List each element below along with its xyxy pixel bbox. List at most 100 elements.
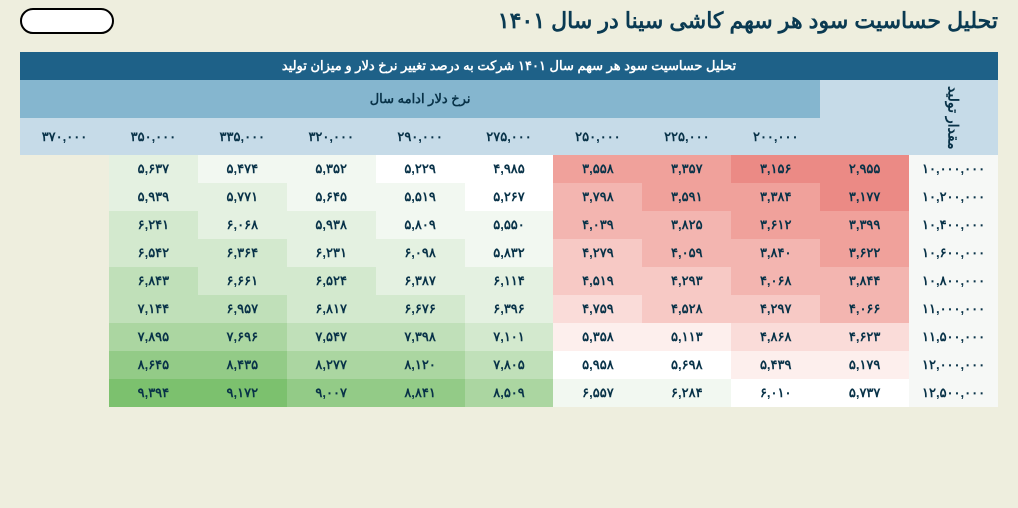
col-header: ۲۷۵,۰۰۰ — [465, 118, 554, 156]
data-cell: ۷,۵۴۷ — [287, 323, 376, 351]
table-header-main: تحلیل حساسیت سود هر سهم سال ۱۴۰۱ شرکت به… — [20, 52, 998, 80]
data-cell: ۵,۷۷۱ — [198, 183, 287, 211]
data-cell: ۳,۳۹۹ — [820, 211, 909, 239]
data-cell: ۵,۳۵۸ — [553, 323, 642, 351]
data-cell: ۵,۲۶۷ — [465, 183, 554, 211]
data-cell: ۵,۶۳۷ — [109, 155, 198, 183]
row-label: ۱۱,۵۰۰,۰۰۰ — [909, 323, 998, 351]
data-cell: ۴,۶۲۳ — [820, 323, 909, 351]
data-cell: ۶,۱۱۴ — [465, 267, 554, 295]
cols-title: نرخ دلار ادامه سال — [20, 80, 820, 118]
row-label: ۱۰,۸۰۰,۰۰۰ — [909, 267, 998, 295]
data-cell: ۶,۲۴۱ — [109, 211, 198, 239]
col-header: ۳۳۵,۰۰۰ — [198, 118, 287, 156]
data-cell: ۲,۹۵۵ — [820, 155, 909, 183]
data-cell: ۷,۳۹۸ — [376, 323, 465, 351]
data-cell: ۷,۶۹۶ — [198, 323, 287, 351]
data-cell: ۵,۸۳۲ — [465, 239, 554, 267]
pill-button[interactable] — [20, 8, 114, 34]
data-cell: ۳,۵۹۱ — [642, 183, 731, 211]
row-label: ۱۱,۰۰۰,۰۰۰ — [909, 295, 998, 323]
data-cell: ۹,۱۷۲ — [198, 379, 287, 407]
data-cell: ۴,۲۹۷ — [731, 295, 820, 323]
data-cell: ۵,۴۷۴ — [198, 155, 287, 183]
data-cell: ۴,۰۶۶ — [820, 295, 909, 323]
data-cell: ۶,۰۱۰ — [731, 379, 820, 407]
data-cell: ۵,۴۳۹ — [731, 351, 820, 379]
row-label: ۱۰,۴۰۰,۰۰۰ — [909, 211, 998, 239]
data-cell: ۶,۸۱۷ — [287, 295, 376, 323]
data-cell: ۴,۵۱۹ — [553, 267, 642, 295]
data-cell: ۶,۶۷۶ — [376, 295, 465, 323]
data-cell: ۴,۲۷۹ — [553, 239, 642, 267]
data-cell: ۷,۸۰۵ — [465, 351, 554, 379]
row-label: ۱۲,۰۰۰,۰۰۰ — [909, 351, 998, 379]
data-cell: ۶,۳۸۷ — [376, 267, 465, 295]
data-cell: ۳,۳۵۷ — [642, 155, 731, 183]
data-cell: ۶,۲۸۴ — [642, 379, 731, 407]
data-cell: ۴,۹۸۵ — [465, 155, 554, 183]
data-cell: ۸,۲۷۷ — [287, 351, 376, 379]
col-header: ۳۷۰,۰۰۰ — [20, 118, 109, 156]
data-cell: ۹,۰۰۷ — [287, 379, 376, 407]
data-cell: ۳,۱۵۶ — [731, 155, 820, 183]
data-cell: ۵,۲۲۹ — [376, 155, 465, 183]
data-cell: ۶,۶۶۱ — [198, 267, 287, 295]
data-cell: ۶,۰۶۸ — [198, 211, 287, 239]
data-cell: ۵,۸۰۹ — [376, 211, 465, 239]
data-cell: ۵,۹۳۹ — [109, 183, 198, 211]
data-cell: ۳,۸۴۰ — [731, 239, 820, 267]
data-cell: ۵,۶۹۸ — [642, 351, 731, 379]
data-cell: ۵,۵۵۰ — [465, 211, 554, 239]
row-label: ۱۲,۵۰۰,۰۰۰ — [909, 379, 998, 407]
data-cell: ۶,۳۶۴ — [198, 239, 287, 267]
row-label: ۱۰,۰۰۰,۰۰۰ — [909, 155, 998, 183]
data-cell: ۷,۱۰۱ — [465, 323, 554, 351]
col-header: ۲۲۵,۰۰۰ — [642, 118, 731, 156]
col-header: ۲۹۰,۰۰۰ — [376, 118, 465, 156]
data-cell: ۳,۸۴۴ — [820, 267, 909, 295]
col-header: ۲۰۰,۰۰۰ — [731, 118, 820, 156]
sensitivity-table: تحلیل حساسیت سود هر سهم سال ۱۴۰۱ شرکت به… — [20, 52, 998, 407]
data-cell: ۶,۵۲۴ — [287, 267, 376, 295]
page-title: تحلیل حساسیت سود هر سهم کاشی سینا در سال… — [498, 8, 998, 34]
data-cell: ۶,۹۵۷ — [198, 295, 287, 323]
side-label: مقدار تولید — [909, 80, 998, 155]
data-cell: ۵,۷۳۷ — [820, 379, 909, 407]
data-cell: ۵,۹۵۸ — [553, 351, 642, 379]
data-cell: ۳,۶۱۲ — [731, 211, 820, 239]
data-cell: ۳,۱۷۷ — [820, 183, 909, 211]
data-cell: ۴,۰۶۸ — [731, 267, 820, 295]
data-cell: ۵,۵۱۹ — [376, 183, 465, 211]
data-cell: ۶,۵۵۷ — [553, 379, 642, 407]
data-cell: ۳,۳۸۴ — [731, 183, 820, 211]
data-cell: ۸,۸۴۱ — [376, 379, 465, 407]
data-cell: ۶,۰۹۸ — [376, 239, 465, 267]
data-cell: ۳,۵۵۸ — [553, 155, 642, 183]
data-cell: ۵,۶۴۵ — [287, 183, 376, 211]
row-label: ۱۰,۲۰۰,۰۰۰ — [909, 183, 998, 211]
data-cell: ۶,۲۳۱ — [287, 239, 376, 267]
data-cell: ۸,۱۲۰ — [376, 351, 465, 379]
data-cell: ۴,۷۵۹ — [553, 295, 642, 323]
data-cell: ۶,۳۹۶ — [465, 295, 554, 323]
data-cell: ۹,۳۹۴ — [109, 379, 198, 407]
col-header: ۳۲۰,۰۰۰ — [287, 118, 376, 156]
data-cell: ۳,۸۲۵ — [642, 211, 731, 239]
data-cell: ۶,۸۴۳ — [109, 267, 198, 295]
data-cell: ۸,۶۴۵ — [109, 351, 198, 379]
data-cell: ۷,۸۹۵ — [109, 323, 198, 351]
col-header: ۲۵۰,۰۰۰ — [553, 118, 642, 156]
col-header: ۳۵۰,۰۰۰ — [109, 118, 198, 156]
data-cell: ۵,۳۵۲ — [287, 155, 376, 183]
row-label: ۱۰,۶۰۰,۰۰۰ — [909, 239, 998, 267]
data-cell: ۳,۶۲۲ — [820, 239, 909, 267]
data-cell: ۴,۰۳۹ — [553, 211, 642, 239]
data-cell: ۴,۲۹۳ — [642, 267, 731, 295]
corner-cell — [820, 80, 909, 155]
data-cell: ۵,۱۷۹ — [820, 351, 909, 379]
data-cell: ۴,۰۵۹ — [642, 239, 731, 267]
data-cell: ۴,۸۶۸ — [731, 323, 820, 351]
data-cell: ۳,۷۹۸ — [553, 183, 642, 211]
data-cell: ۶,۵۴۲ — [109, 239, 198, 267]
